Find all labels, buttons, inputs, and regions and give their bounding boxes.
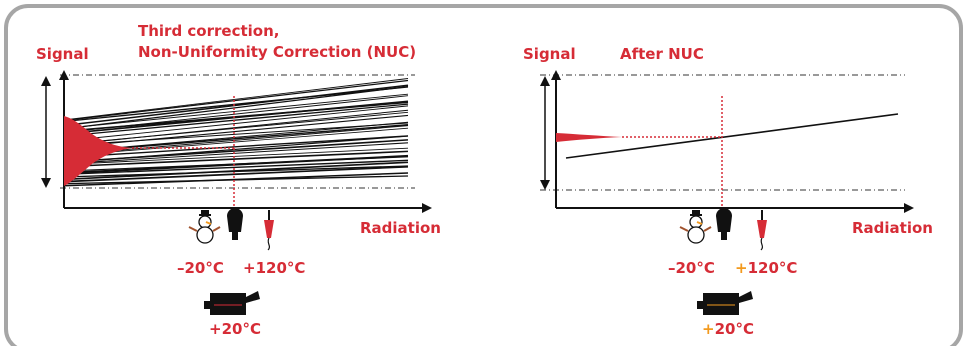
soldering-iron-icon: [757, 210, 767, 251]
response-line: [63, 105, 409, 142]
response-line: [63, 142, 409, 165]
response-line: [63, 165, 409, 178]
response-line: [63, 103, 409, 137]
response-line: [63, 122, 409, 147]
response-line: [63, 165, 409, 183]
response-line: [63, 93, 409, 129]
response-line: [63, 100, 409, 135]
left-range-arrow-top: [41, 76, 51, 86]
right-panel: Signal After NUC Radiation –20°C +120°C: [523, 45, 933, 338]
response-line: [63, 85, 409, 130]
camera-icon: [204, 291, 260, 315]
response-line: [63, 172, 409, 187]
snowman-icon: [679, 210, 712, 244]
left-range-arrow-bottom: [41, 178, 51, 188]
response-line: [63, 79, 409, 122]
response-line: [63, 84, 409, 127]
response-line: [63, 147, 409, 165]
right-signal-label: Signal: [523, 45, 576, 63]
response-line: [63, 111, 409, 145]
response-line: [63, 127, 409, 157]
right-corrected-response-line: [565, 113, 899, 159]
response-line: [63, 135, 409, 159]
response-line: [63, 150, 409, 168]
right-camera-temp-sign: +: [702, 320, 715, 338]
snowman-icon: [188, 210, 221, 244]
response-line: [63, 86, 409, 123]
left-panel: Signal Third correction, Non-Uniformity …: [36, 22, 441, 338]
left-title-line1: Third correction,: [138, 22, 279, 40]
response-line: [63, 78, 409, 121]
right-range-arrow-top: [540, 76, 550, 86]
left-hot-temp: +120°C: [243, 259, 305, 277]
right-hot-temp: +120°C: [735, 259, 797, 277]
response-line: [63, 156, 409, 172]
right-hot-temp-sign: +: [735, 259, 748, 277]
blackbody-icon: [227, 208, 243, 240]
left-camera-temp: +20°C: [209, 320, 261, 338]
blackbody-icon: [716, 208, 732, 240]
right-title: After NUC: [620, 45, 704, 63]
soldering-iron-icon: [264, 210, 274, 251]
response-line: [63, 159, 409, 176]
right-signal-distribution: [556, 133, 622, 142]
left-signal-distribution: [64, 116, 132, 186]
left-response-lines: [63, 78, 409, 187]
camera-icon: [697, 291, 753, 315]
left-title-line2: Non-Uniformity Correction (NUC): [138, 43, 416, 61]
left-signal-label: Signal: [36, 45, 89, 63]
outer-frame: [4, 4, 963, 346]
response-line: [63, 139, 409, 163]
left-radiation-label: Radiation: [360, 219, 441, 237]
right-cold-temp: –20°C: [668, 259, 715, 277]
right-hot-temp-value: 120°C: [748, 259, 798, 277]
right-radiation-label: Radiation: [852, 219, 933, 237]
right-camera-temp: +20°C: [702, 320, 754, 338]
right-camera-temp-value: 20°C: [715, 320, 754, 338]
left-cold-temp: –20°C: [177, 259, 224, 277]
right-range-arrow-bottom: [540, 180, 550, 190]
